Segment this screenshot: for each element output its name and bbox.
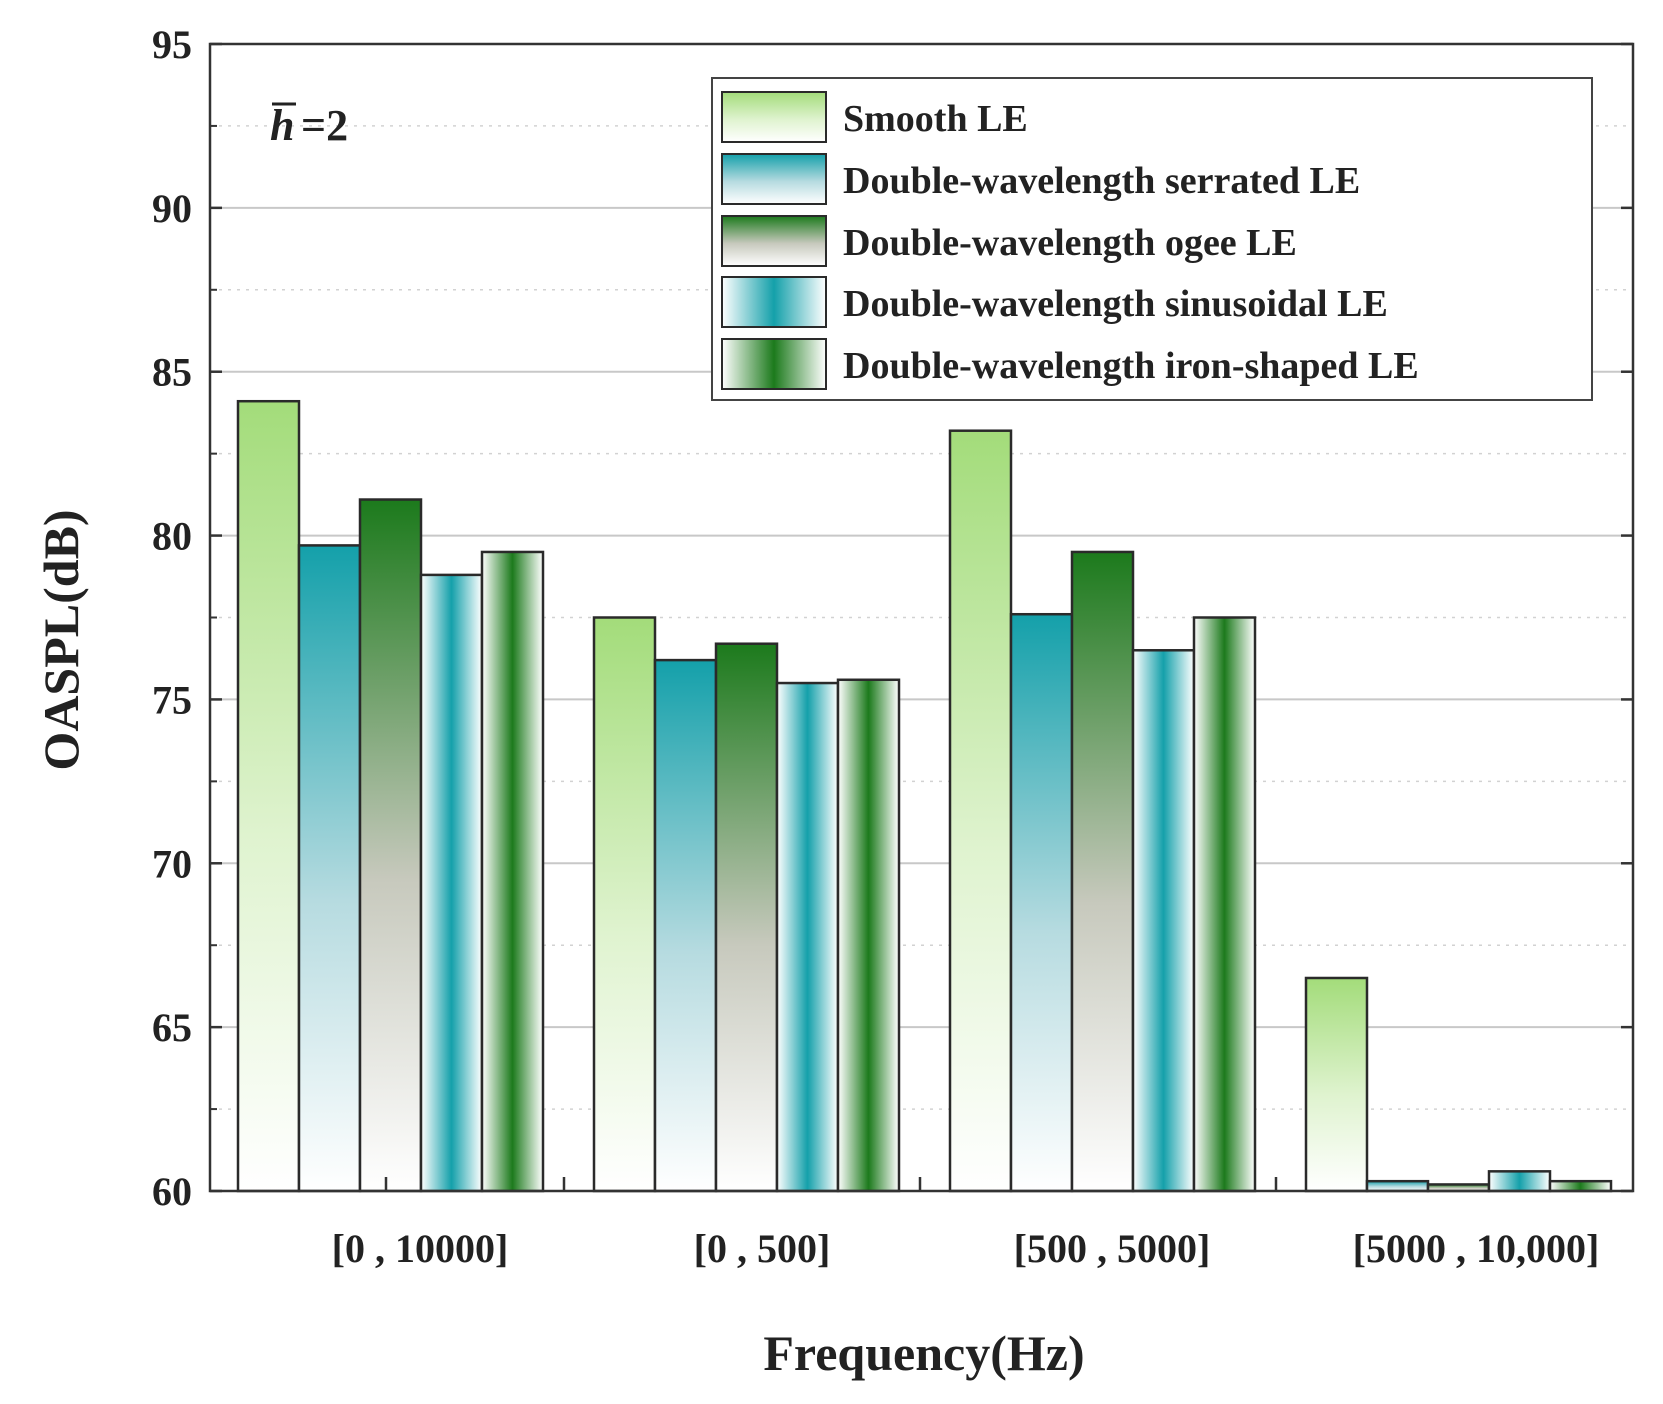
legend-label-serrated: Double-wavelength serrated LE <box>843 160 1360 202</box>
legend: Smooth LE Double-wavelength serrated LE … <box>711 77 1593 401</box>
bar-iron-shaped-2 <box>836 678 901 1193</box>
annotation-value: =2 <box>301 101 348 150</box>
y-tick-label: 70 <box>152 841 192 886</box>
legend-item-sinusoidal: Double-wavelength sinusoidal LE <box>721 276 1388 328</box>
bar-smooth-2 <box>592 616 657 1193</box>
y-tick-label: 90 <box>152 186 192 231</box>
bar-ogee-1 <box>358 498 423 1193</box>
bar-serrated-3 <box>1009 612 1074 1193</box>
y-tick-label: 75 <box>152 677 192 722</box>
bar-iron-shaped-4 <box>1548 1179 1613 1193</box>
bar-smooth-1 <box>236 399 301 1193</box>
x-tick-label: [500 , 5000] <box>1014 1226 1211 1271</box>
legend-swatch-ogee <box>721 215 827 267</box>
x-tick-label: [0 , 500] <box>694 1226 831 1271</box>
legend-label-ogee: Double-wavelength ogee LE <box>843 222 1297 264</box>
legend-item-ogee: Double-wavelength ogee LE <box>721 215 1297 267</box>
annotation-h-equals-2: h =2 <box>270 101 348 150</box>
legend-frame <box>711 77 1593 401</box>
legend-label-sinusoidal: Double-wavelength sinusoidal LE <box>843 283 1388 325</box>
y-tick-label: 60 <box>152 1169 192 1214</box>
y-axis-title: OASPL(dB) <box>33 509 89 770</box>
x-axis-title: Frequency(Hz) <box>763 1325 1084 1381</box>
bar-sinusoidal-2 <box>775 681 840 1193</box>
y-tick-label: 85 <box>152 350 192 395</box>
bar-iron-shaped-3 <box>1192 616 1257 1193</box>
legend-label-iron-shaped: Double-wavelength iron-shaped LE <box>843 345 1419 387</box>
legend-swatch-sinusoidal <box>721 276 827 328</box>
bar-smooth-4 <box>1304 976 1369 1193</box>
legend-item-smooth: Smooth LE <box>721 91 1028 143</box>
legend-swatch-iron-shaped <box>721 338 827 390</box>
bar-iron-shaped-1 <box>480 550 545 1193</box>
bar-sinusoidal-3 <box>1131 649 1196 1193</box>
bar-ogee-3 <box>1070 550 1135 1193</box>
bar-serrated-2 <box>653 658 718 1193</box>
axes: 60 65 70 75 80 85 90 95 [0 , 10000] [0 , 500] [500… <box>152 22 1635 1271</box>
bar-ogee-2 <box>714 642 779 1193</box>
annotation-symbol: h <box>270 101 294 150</box>
legend-item-serrated: Double-wavelength serrated LE <box>721 153 1360 205</box>
legend-item-iron-shaped: Double-wavelength iron-shaped LE <box>721 338 1419 390</box>
bar-smooth-3 <box>948 429 1013 1193</box>
bar-sinusoidal-1 <box>419 573 484 1193</box>
bar-serrated-4 <box>1365 1179 1430 1193</box>
y-tick-label: 95 <box>152 22 192 67</box>
x-tick-label: [0 , 10000] <box>332 1226 509 1271</box>
legend-swatch-serrated <box>721 153 827 205</box>
legend-label-smooth: Smooth LE <box>843 98 1028 140</box>
legend-swatch-smooth <box>721 91 827 143</box>
bar-serrated-1 <box>297 544 362 1193</box>
bars <box>236 399 1613 1193</box>
y-tick-label: 65 <box>152 1005 192 1050</box>
y-tick-label: 80 <box>152 514 192 559</box>
bar-sinusoidal-4 <box>1487 1170 1552 1193</box>
x-tick-label: [5000 , 10,000] <box>1353 1226 1600 1271</box>
